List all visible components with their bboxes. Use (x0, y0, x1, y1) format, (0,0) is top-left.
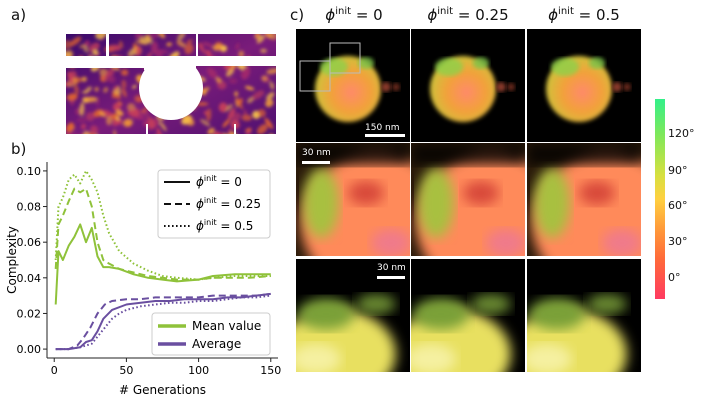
tile-r1-c2 (527, 143, 641, 256)
tile-r1-c1 (411, 143, 525, 256)
legend-style-label-0: ϕinit = 0 (196, 174, 242, 189)
series-line-0 (54, 223, 271, 305)
y-tick-label: 0.10 (17, 165, 42, 178)
x-axis-label: # Generations (119, 383, 206, 397)
panel-label-b: b) (11, 140, 27, 158)
column-title-2: ϕinit = 0.5 (548, 6, 620, 24)
column-title-0: ϕinit = 0 (325, 6, 383, 24)
legend-style-box (157, 169, 271, 239)
panel-label-c: c) (290, 6, 305, 24)
x-tick-label: 0 (51, 364, 58, 377)
tile-r0-c1 (411, 29, 525, 142)
x-tick-label: 100 (188, 364, 209, 377)
panel-a-image (66, 34, 276, 146)
scalebar-top-label: 150 nm (365, 123, 400, 133)
scalebar-top (365, 134, 405, 137)
tile-r1-c0 (296, 143, 410, 256)
tile-r2-c1 (411, 259, 525, 372)
colorbar-tick-0: 120° (668, 127, 695, 140)
scalebar-middle-label: 30 nm (302, 148, 331, 158)
colorbar-tick-1: 90° (668, 164, 688, 177)
y-tick-label: 0.06 (17, 236, 42, 249)
legend-color-label-0: Mean value (192, 319, 261, 333)
complexity-chart: 0 50 100 150 0.00 0.02 0.04 0.06 0.08 0.10 # Gener… (5, 162, 281, 397)
scalebar-bottom-label: 30 nm (377, 263, 406, 273)
y-tick-label: 0.04 (17, 272, 42, 285)
scalebar-middle (302, 161, 330, 164)
phase-colorbar (655, 99, 665, 299)
scalebar-bottom (377, 276, 405, 279)
tile-r0-c0 (296, 29, 410, 142)
x-tick-label: 150 (260, 364, 281, 377)
y-tick-label: 0.00 (17, 343, 42, 356)
colorbar-tick-3: 30° (668, 235, 688, 248)
colorbar-tick-4: 0° (668, 271, 681, 284)
tile-r2-c2 (527, 259, 641, 372)
x-tick-label: 50 (119, 364, 133, 377)
y-tick-label: 0.08 (17, 201, 42, 214)
tile-r2-c0 (296, 259, 410, 372)
series-line-3 (55, 292, 271, 351)
series-line-5 (55, 294, 271, 351)
legend-style-label-1: ϕinit = 0.25 (196, 196, 261, 211)
legend-color-label-1: Average (192, 337, 241, 351)
panel-label-a: a) (11, 6, 27, 24)
y-axis-label: Complexity (5, 226, 19, 294)
colorbar-tick-2: 60° (668, 199, 688, 212)
tile-r0-c2 (527, 29, 641, 142)
legend-style-label-2: ϕinit = 0.5 (196, 218, 253, 233)
series-line-2 (54, 169, 271, 281)
column-title-1: ϕinit = 0.25 (427, 6, 509, 24)
series-line-1 (54, 187, 271, 281)
y-tick-label: 0.02 (17, 307, 42, 320)
